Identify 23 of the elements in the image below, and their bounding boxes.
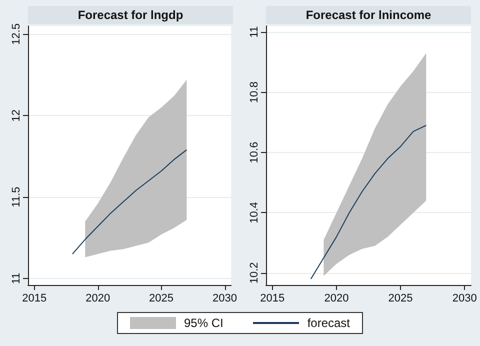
x-tick-label: 2015 [260, 292, 285, 304]
y-tick-label: 11 [248, 26, 260, 38]
legend-label: forecast [307, 316, 350, 330]
y-tick-label: 10.8 [248, 82, 260, 103]
text: 95% CI [184, 316, 224, 330]
x-tick-label: 2025 [388, 292, 413, 304]
y-tick-label: 10.6 [248, 142, 260, 164]
x-tick-label: 2025 [149, 292, 174, 304]
y-tick-label: 12 [10, 109, 22, 122]
y-tick-label: 11.5 [10, 186, 22, 208]
y-tick-label: 10.4 [248, 202, 260, 224]
line-series [72, 149, 188, 255]
y-tick-label: 10.2 [248, 262, 260, 284]
x-tick-label: 2020 [86, 292, 110, 304]
y-tick-label: 12.5 [10, 23, 22, 45]
x-tick-label: 2015 [22, 292, 47, 304]
chart-title: Forecast for lngdp [78, 8, 184, 22]
x-tick-label: 2030 [212, 292, 238, 304]
x-tick-label: 2020 [324, 292, 349, 304]
x-tick-label: 2030 [452, 292, 477, 304]
line-series [310, 124, 427, 280]
y-tick-label: 11 [10, 272, 22, 284]
chart-title: Forecast for lnincome [306, 8, 432, 22]
